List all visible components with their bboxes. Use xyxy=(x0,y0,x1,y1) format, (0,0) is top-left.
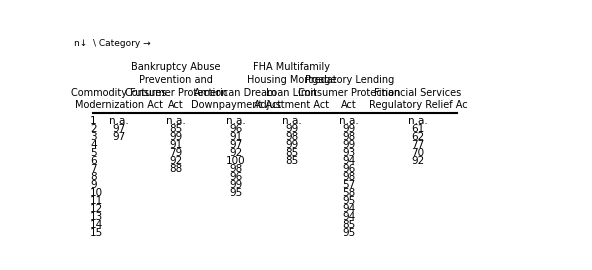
Text: 96: 96 xyxy=(343,164,356,174)
Text: 97: 97 xyxy=(112,132,126,142)
Text: 77: 77 xyxy=(411,140,424,150)
Text: 94: 94 xyxy=(343,212,356,222)
Text: Bankruptcy Abuse
Prevention and
Consumer Protection
Act: Bankruptcy Abuse Prevention and Consumer… xyxy=(125,62,227,110)
Text: 99: 99 xyxy=(285,140,298,150)
Text: 13: 13 xyxy=(90,212,104,222)
Text: 85: 85 xyxy=(285,148,298,158)
Text: 94: 94 xyxy=(343,204,356,214)
Text: 6: 6 xyxy=(90,156,96,166)
Text: n.a.: n.a. xyxy=(166,116,186,126)
Text: 99: 99 xyxy=(169,132,183,142)
Text: 57: 57 xyxy=(343,180,356,190)
Text: 14: 14 xyxy=(90,220,104,230)
Text: 99: 99 xyxy=(229,180,242,190)
Text: n.a.: n.a. xyxy=(226,116,246,126)
Text: 92: 92 xyxy=(411,156,424,166)
Text: n.a.: n.a. xyxy=(109,116,128,126)
Text: 98: 98 xyxy=(343,172,356,182)
Text: n↓  \ Category →: n↓ \ Category → xyxy=(74,39,150,48)
Text: 98: 98 xyxy=(229,164,242,174)
Text: Financial Services
Regulatory Relief Ac: Financial Services Regulatory Relief Ac xyxy=(369,87,468,110)
Text: 61: 61 xyxy=(411,124,424,134)
Text: Commodity Futures
Modernization Act: Commodity Futures Modernization Act xyxy=(71,87,166,110)
Text: 92: 92 xyxy=(169,156,183,166)
Text: n.a.: n.a. xyxy=(339,116,359,126)
Text: Predatory Lending
Consumer Protection
Act: Predatory Lending Consumer Protection Ac… xyxy=(298,75,400,110)
Text: 12: 12 xyxy=(90,204,104,214)
Text: 91: 91 xyxy=(169,140,183,150)
Text: 70: 70 xyxy=(411,148,424,158)
Text: 1: 1 xyxy=(90,116,96,126)
Text: 3: 3 xyxy=(90,132,96,142)
Text: 8: 8 xyxy=(90,172,96,182)
Text: 9: 9 xyxy=(90,180,96,190)
Text: 5: 5 xyxy=(90,148,96,158)
Text: 15: 15 xyxy=(90,228,104,238)
Text: 95: 95 xyxy=(343,228,356,238)
Text: 94: 94 xyxy=(343,156,356,166)
Text: 10: 10 xyxy=(90,188,103,198)
Text: 11: 11 xyxy=(90,196,104,206)
Text: 98: 98 xyxy=(285,132,298,142)
Text: 7: 7 xyxy=(90,164,96,174)
Text: 99: 99 xyxy=(285,124,298,134)
Text: 2: 2 xyxy=(90,124,96,134)
Text: n.a.: n.a. xyxy=(408,116,428,126)
Text: 95: 95 xyxy=(343,196,356,206)
Text: 97: 97 xyxy=(112,124,126,134)
Text: 85: 85 xyxy=(343,220,356,230)
Text: 93: 93 xyxy=(343,148,356,158)
Text: 100: 100 xyxy=(226,156,246,166)
Text: 85: 85 xyxy=(169,124,183,134)
Text: 62: 62 xyxy=(411,132,424,142)
Text: 99: 99 xyxy=(343,124,356,134)
Text: 97: 97 xyxy=(229,140,242,150)
Text: 96: 96 xyxy=(229,124,242,134)
Text: 88: 88 xyxy=(169,164,183,174)
Text: 58: 58 xyxy=(343,188,356,198)
Text: n.a.: n.a. xyxy=(282,116,302,126)
Text: 92: 92 xyxy=(229,148,242,158)
Text: 91: 91 xyxy=(229,132,242,142)
Text: 85: 85 xyxy=(285,156,298,166)
Text: 4: 4 xyxy=(90,140,96,150)
Text: 79: 79 xyxy=(169,148,183,158)
Text: FHA Multifamily
Housing Mortgage
Loan Limit
Adjustment Act: FHA Multifamily Housing Mortgage Loan Li… xyxy=(247,62,337,110)
Text: 95: 95 xyxy=(229,188,242,198)
Text: 96: 96 xyxy=(229,172,242,182)
Text: 98: 98 xyxy=(343,132,356,142)
Text: American Dream
Downpayment Act: American Dream Downpayment Act xyxy=(191,87,281,110)
Text: 99: 99 xyxy=(343,140,356,150)
